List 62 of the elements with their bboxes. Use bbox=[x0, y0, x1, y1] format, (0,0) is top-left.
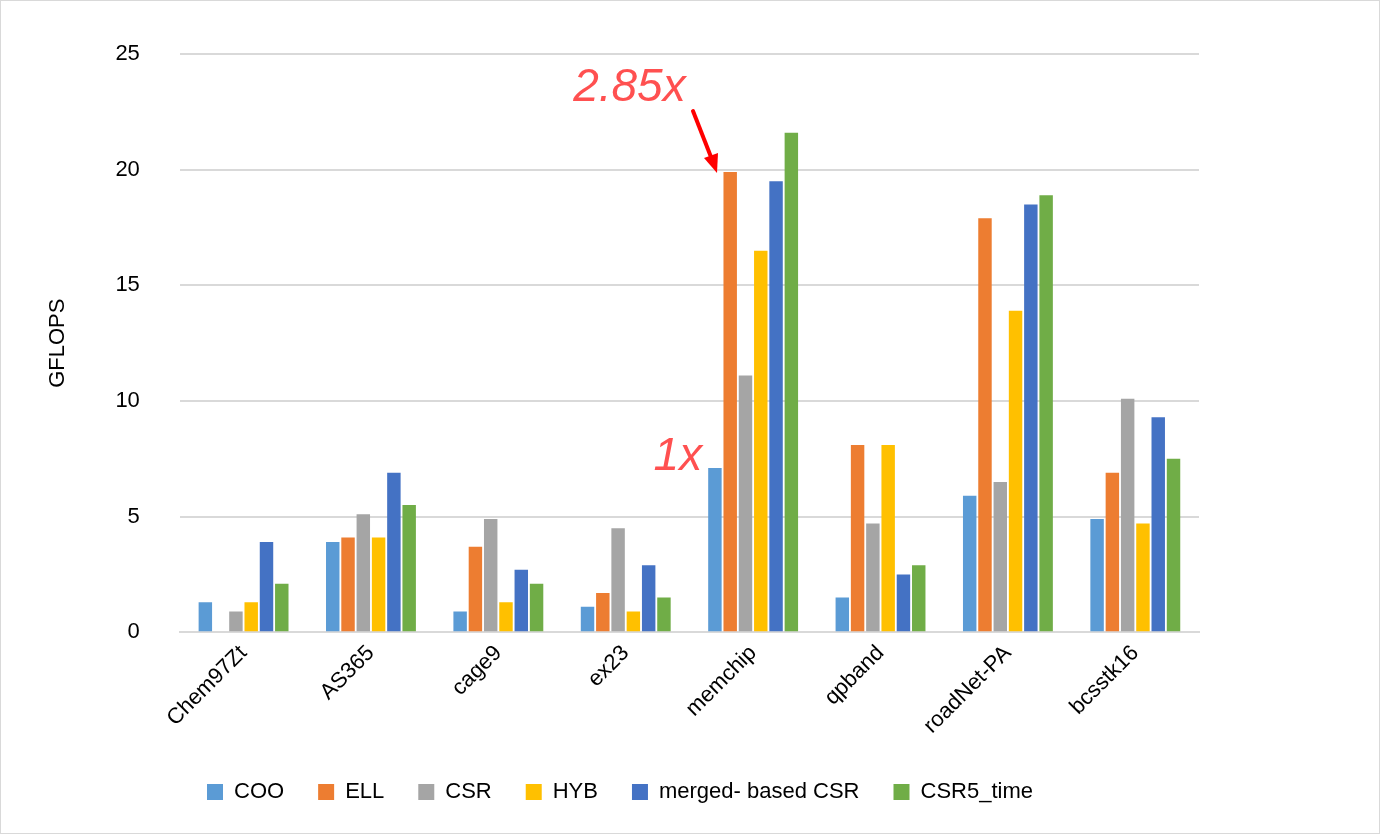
bar bbox=[754, 250, 768, 632]
bar bbox=[1105, 472, 1120, 632]
legend-label: COO bbox=[234, 778, 285, 804]
bar bbox=[326, 542, 340, 632]
bar bbox=[769, 181, 783, 632]
bar bbox=[402, 505, 416, 632]
bar bbox=[453, 611, 467, 632]
legend-label: HYB bbox=[552, 778, 598, 804]
bar bbox=[198, 602, 213, 632]
bar bbox=[657, 597, 671, 632]
y-tick-label: 25 bbox=[115, 40, 140, 66]
annotation: 1x bbox=[653, 428, 705, 481]
bar bbox=[641, 565, 656, 632]
y-tick-label: 5 bbox=[127, 502, 140, 528]
bar bbox=[341, 537, 355, 632]
bar bbox=[738, 375, 753, 632]
bar bbox=[499, 602, 513, 632]
bar bbox=[275, 583, 289, 632]
bar bbox=[229, 611, 243, 632]
bar bbox=[866, 523, 880, 632]
annotation: 2.85x bbox=[572, 59, 688, 111]
y-tick-label: 10 bbox=[115, 387, 140, 413]
y-tick-label: 20 bbox=[115, 155, 140, 181]
bar bbox=[529, 583, 544, 632]
bar bbox=[514, 569, 529, 632]
legend-label: CSR5_time bbox=[920, 778, 1033, 804]
bar bbox=[611, 528, 625, 632]
bar bbox=[387, 472, 401, 632]
bar bbox=[1039, 195, 1053, 632]
legend-label: ELL bbox=[345, 778, 385, 804]
bar bbox=[1136, 523, 1150, 632]
legend-label: merged- based CSR bbox=[658, 778, 860, 804]
bar bbox=[1008, 310, 1023, 632]
bar bbox=[896, 574, 911, 632]
bar bbox=[978, 218, 992, 632]
bar bbox=[1024, 204, 1038, 632]
bar bbox=[371, 537, 386, 632]
bar bbox=[1166, 458, 1181, 632]
bar bbox=[850, 444, 865, 632]
y-axis-title: GFLOPS bbox=[44, 298, 70, 388]
bar bbox=[356, 514, 371, 632]
bar bbox=[962, 495, 977, 632]
bar bbox=[596, 592, 610, 632]
bar bbox=[835, 597, 850, 632]
bar bbox=[708, 468, 722, 632]
y-tick-label: 0 bbox=[127, 618, 140, 644]
bar bbox=[993, 481, 1007, 632]
bar bbox=[468, 546, 483, 632]
bar bbox=[244, 602, 258, 632]
bar bbox=[1090, 518, 1104, 632]
bar bbox=[723, 172, 737, 632]
bar bbox=[483, 518, 498, 632]
bar bbox=[259, 542, 274, 632]
bar bbox=[881, 444, 895, 632]
y-tick-label: 15 bbox=[115, 271, 140, 297]
bar bbox=[580, 606, 595, 632]
bar bbox=[912, 565, 926, 632]
bar bbox=[1151, 417, 1165, 632]
bar bbox=[626, 611, 641, 632]
legend-label: CSR bbox=[445, 778, 492, 804]
bar bbox=[784, 132, 799, 632]
bar bbox=[1120, 398, 1135, 632]
